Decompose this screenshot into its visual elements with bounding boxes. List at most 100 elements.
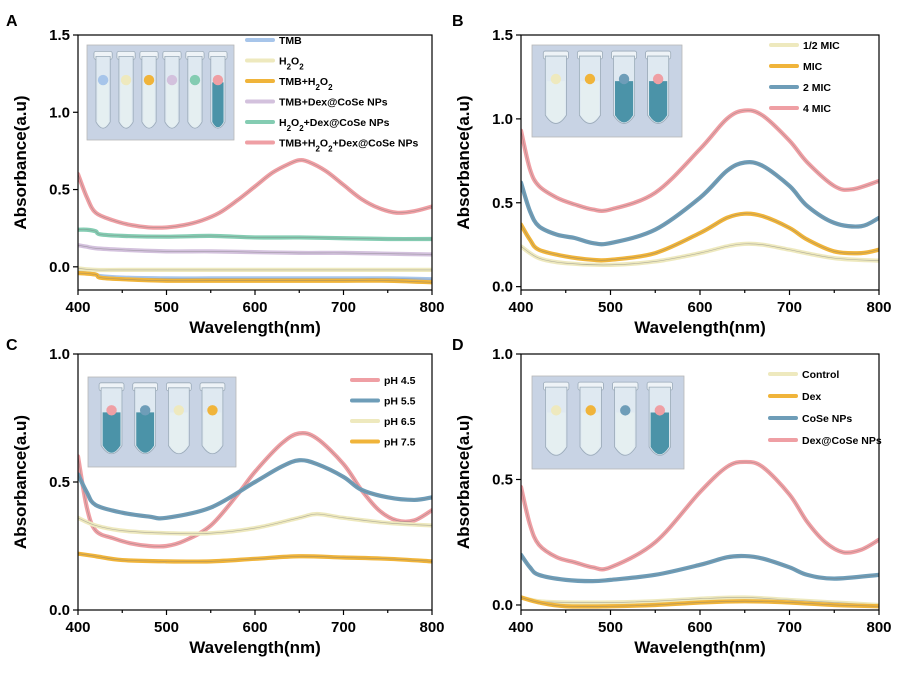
vial [185,51,205,129]
legend-item: pH 7.5 [350,437,416,449]
legend-item: TMB+Dex@CoSe NPs [245,97,388,109]
vial-solution [102,412,121,453]
panel-letter: B [452,13,464,30]
x-tick-label: 500 [154,299,179,316]
series-edge [78,459,432,519]
panel-letter: C [6,337,18,354]
legend-label: pH 4.5 [384,375,416,387]
x-tick-label: 400 [65,299,90,316]
legend-label: TMB+H2O2+Dex@CoSe NPs [279,138,419,154]
legend-item: Dex [768,391,821,403]
vial-photo-d [531,375,685,470]
x-tick-label: 600 [687,299,712,316]
legend-label: Dex@CoSe NPs [802,435,882,447]
x-tick-label: 400 [508,299,533,316]
legend-label: 2 MIC [803,82,831,94]
y-tick-label: 0.0 [49,259,70,276]
vial-solution [169,412,188,453]
vial-marker-dot [620,405,631,416]
series-line-tmb-dex-cose-nps [78,243,432,257]
x-tick-label: 500 [598,619,623,636]
vial-solution [580,81,600,123]
vial-marker-dot [139,405,151,416]
vial-marker-dot [143,74,155,86]
y-tick-label: 0.0 [49,602,70,619]
series-edge [78,159,432,229]
legend-label: pH 7.5 [384,437,416,449]
x-axis-title: Wavelength(nm) [189,638,321,657]
x-tick-label: 800 [866,619,891,636]
vial-solution [212,82,224,128]
vial [165,382,192,455]
series-edge [521,110,879,212]
vial [116,51,136,129]
legend-item: pH 4.5 [350,375,416,387]
vial [576,50,603,124]
vial-solution [97,82,109,128]
vial [542,50,569,124]
x-tick-label: 700 [777,619,802,636]
vial-marker-dot [120,74,132,86]
legend-label: Control [802,369,839,381]
vial [98,382,125,455]
y-tick-label: 0.0 [492,279,513,296]
legend-label: H2O2 [279,56,304,72]
legend-label: 4 MIC [803,103,831,115]
series-edge [78,229,432,240]
y-tick-label: 1.5 [49,27,70,44]
legend-label: Dex [802,391,821,403]
series-edge [78,244,432,255]
x-tick-label: 400 [508,619,533,636]
y-tick-label: 0.0 [492,597,513,614]
vial-photo-c [87,376,237,468]
legend-item: pH 6.5 [350,416,416,428]
y-tick-label: 1.0 [492,111,513,128]
legend-label: pH 6.5 [384,416,416,428]
series-edge [78,553,432,562]
legend-item: H2O2 [245,56,304,72]
chart-panel-b: B 1/2 MIC MIC 2 MIC 4 MIC 400 500 600 700 800 0.0 0… [452,13,892,337]
y-tick-label: 1.0 [492,346,513,363]
vial-marker-dot [654,405,666,416]
legend-item: pH 5.5 [350,396,416,408]
series-line-cose-nps [521,552,879,584]
chart-panel-a: A TMB H2O2 TMB+H2O2 TMB+Dex@CoSe NPs H2O2+Dex… [6,13,445,337]
vial-marker-dot [585,405,596,416]
series-edge [521,597,879,607]
x-tick-label: 800 [419,299,444,316]
series-line-ph-6-5 [78,511,432,536]
legend-item: 1/2 MIC [769,40,840,52]
panel-letter: D [452,337,464,354]
y-axis-title: Absorbance(a.u) [11,415,30,549]
vial-solution [120,82,132,128]
legend-item: 4 MIC [769,103,831,115]
x-tick-label: 600 [242,619,267,636]
x-tick-label: 500 [598,299,623,316]
vial-solution [143,82,155,128]
vial-marker-dot [212,74,224,86]
x-tick-label: 700 [777,299,802,316]
legend-item: 2 MIC [769,82,831,94]
vial-marker-dot [550,405,562,416]
legend: 1/2 MIC MIC 2 MIC 4 MIC [769,40,840,115]
vial [577,381,604,456]
vial-solution [616,412,635,455]
vial-marker-dot [106,405,117,416]
series-edge [521,554,879,582]
legend-label: TMB+Dex@CoSe NPs [279,97,388,109]
vial [162,51,182,129]
y-axis-title: Absorbance(a.u) [454,415,473,549]
vial [199,382,226,455]
legend-item: TMB [245,35,302,47]
legend: TMB H2O2 TMB+H2O2 TMB+Dex@CoSe NPs H2O2+Dex@… [245,35,419,154]
series-group [78,157,432,285]
y-axis-title: Absorbance(a.u) [454,95,473,229]
vial-solution [189,82,201,128]
series-line-tmb-h2o2-dex-cose-nps [78,157,432,230]
series-edge [78,268,432,271]
y-tick-label: 0.5 [492,195,513,212]
series-edge [78,272,432,283]
legend: Control Dex CoSe NPs Dex@CoSe NPs [768,369,882,447]
legend-label: TMB [279,35,302,47]
